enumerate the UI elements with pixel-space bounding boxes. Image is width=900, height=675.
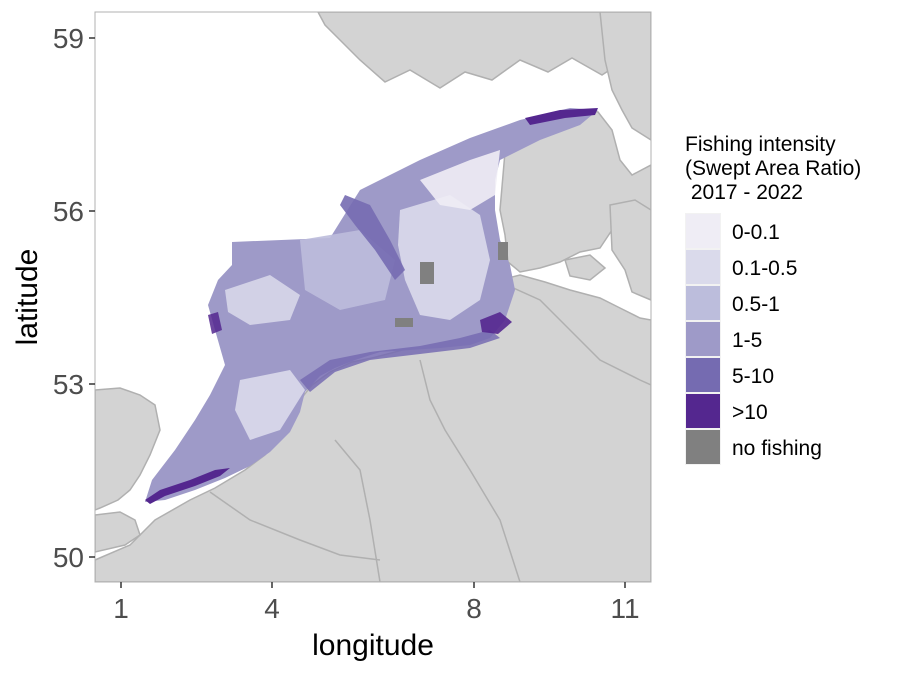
x-tick-label: 8	[466, 593, 482, 624]
intensity-high-coastal	[300, 330, 500, 392]
legend-label: 1-5	[732, 329, 762, 352]
y-tick-label: 50	[53, 542, 84, 573]
legend-swatch	[686, 286, 720, 320]
legend-label: 0-0.1	[732, 221, 780, 244]
no-fishing-patch-3	[498, 242, 508, 260]
y-axis	[89, 37, 95, 558]
y-tick-label: 59	[53, 23, 84, 54]
england-south-land	[95, 511, 141, 553]
x-tick-label: 1	[113, 593, 129, 624]
intensity-very-high-german-bight	[480, 312, 512, 334]
legend-swatch	[686, 430, 720, 464]
intensity-dutch-coast-low	[235, 370, 305, 440]
sweden-land	[599, 12, 651, 141]
great-britain-land	[95, 387, 161, 511]
y-tick-label: 53	[53, 369, 84, 400]
map-panel	[94, 11, 652, 583]
intensity-low-patch-1	[398, 195, 490, 320]
x-axis	[120, 582, 626, 588]
intensity-high-band	[340, 195, 405, 280]
scania-land	[609, 199, 651, 301]
legend-label: >10	[732, 401, 768, 424]
intensity-very-high-skagerrak	[525, 108, 598, 125]
intensity-very-high-coast	[145, 468, 230, 504]
legend-label: 0.1-0.5	[732, 257, 797, 280]
x-tick-label: 11	[610, 593, 639, 624]
panel-border	[94, 11, 652, 583]
intensity-low-patch-3	[225, 275, 300, 325]
legend-swatch	[686, 250, 720, 284]
x-tick-label: 4	[264, 593, 280, 624]
no-fishing-patch-2	[395, 318, 413, 327]
legend-label: 0.5-1	[732, 293, 780, 316]
legend-title-line-3: 2017 - 2022	[685, 181, 803, 204]
legend-swatch	[686, 394, 720, 428]
legend-title-line-2: (Swept Area Ratio)	[685, 157, 861, 180]
legend-swatch	[686, 322, 720, 356]
danish-island	[564, 254, 607, 281]
legend: Fishing intensity (Swept Area Ratio) 201…	[685, 133, 861, 465]
y-axis-title: latitude	[11, 249, 44, 346]
legend-label: no fishing	[732, 437, 822, 460]
y-tick-labels: 59 56 53 50	[53, 23, 84, 573]
intensity-medium-patch	[300, 230, 395, 310]
legend-title-line-1: Fishing intensity	[685, 133, 836, 156]
legend-label: 5-10	[732, 365, 774, 388]
country-borders	[209, 281, 651, 582]
no-fishing-patch-1	[420, 262, 434, 284]
intensity-low-patch-2	[420, 150, 500, 210]
x-tick-labels: 1 4 8 11	[113, 593, 639, 624]
x-axis-title: longitude	[312, 629, 434, 662]
legend-keys: 0-0.1 0.1-0.5 0.5-1 1-5 5-10 >10 no fishing	[685, 213, 822, 465]
fishing-intensity-layer	[145, 108, 598, 504]
intensity-very-high-west	[208, 312, 222, 334]
y-tick-label: 56	[53, 196, 84, 227]
legend-swatch	[686, 358, 720, 392]
legend-swatch	[686, 214, 720, 248]
